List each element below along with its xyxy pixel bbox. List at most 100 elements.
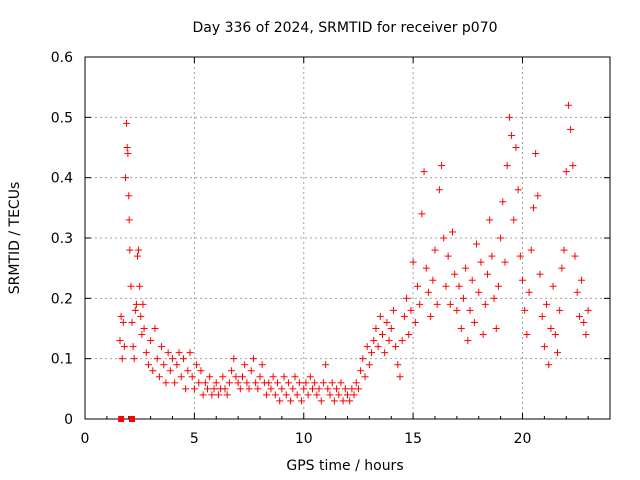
data-point bbox=[131, 306, 139, 314]
data-point bbox=[422, 264, 430, 272]
data-point bbox=[545, 361, 553, 369]
data-point bbox=[481, 300, 489, 308]
axis-ticks: 0 5 10 15 20 0 0.1 0.2 0.3 0.4 0.5 0.6 bbox=[51, 50, 610, 447]
data-point bbox=[433, 300, 441, 308]
data-point bbox=[409, 258, 417, 266]
data-point bbox=[306, 373, 314, 381]
data-point bbox=[477, 258, 485, 266]
data-point bbox=[411, 318, 419, 326]
data-point bbox=[429, 276, 437, 284]
data-point bbox=[344, 391, 351, 399]
data-point bbox=[519, 276, 526, 284]
data-point bbox=[374, 343, 382, 351]
data-point bbox=[512, 144, 520, 151]
data-point bbox=[547, 325, 555, 332]
data-point bbox=[147, 337, 155, 345]
data-point bbox=[510, 216, 518, 224]
data-point bbox=[258, 361, 266, 369]
data-point bbox=[291, 373, 299, 381]
data-point bbox=[274, 379, 281, 387]
data-point bbox=[219, 373, 227, 381]
data-point bbox=[389, 306, 397, 314]
data-point bbox=[271, 391, 279, 399]
data-point bbox=[350, 391, 358, 399]
data-point bbox=[252, 379, 260, 387]
data-point bbox=[543, 300, 551, 308]
data-point bbox=[451, 270, 459, 278]
zero-marker bbox=[129, 416, 136, 422]
data-point bbox=[118, 355, 126, 363]
data-point bbox=[137, 312, 145, 320]
data-point bbox=[372, 325, 380, 332]
data-point bbox=[139, 300, 147, 308]
x-tick-label: 5 bbox=[190, 431, 199, 447]
data-point bbox=[132, 300, 140, 308]
data-point bbox=[462, 264, 470, 272]
data-point bbox=[300, 385, 308, 393]
data-point bbox=[153, 355, 161, 363]
data-point bbox=[575, 312, 583, 320]
data-point bbox=[475, 288, 483, 296]
data-point bbox=[365, 361, 373, 369]
data-point bbox=[134, 252, 141, 260]
data-point bbox=[239, 373, 246, 381]
data-point bbox=[551, 331, 559, 339]
data-point bbox=[199, 391, 207, 399]
data-point bbox=[179, 355, 187, 363]
data-point bbox=[455, 282, 463, 290]
data-point bbox=[241, 361, 249, 369]
data-point bbox=[357, 367, 365, 375]
data-point bbox=[149, 367, 157, 375]
data-point bbox=[503, 162, 511, 170]
data-point bbox=[470, 318, 478, 326]
data-point bbox=[457, 325, 465, 332]
data-point bbox=[208, 391, 216, 399]
data-point bbox=[333, 385, 341, 393]
data-point bbox=[490, 294, 498, 302]
grid bbox=[85, 57, 610, 419]
data-point bbox=[256, 373, 264, 381]
data-point bbox=[221, 385, 229, 393]
data-point bbox=[554, 349, 561, 357]
data-point bbox=[121, 174, 129, 182]
data-point bbox=[212, 379, 220, 387]
data-point bbox=[298, 397, 306, 405]
data-point bbox=[254, 385, 262, 393]
data-point bbox=[230, 355, 238, 363]
data-point bbox=[151, 325, 159, 332]
zero-marker bbox=[118, 416, 125, 422]
data-point bbox=[582, 331, 590, 339]
data-point bbox=[494, 282, 502, 290]
data-point bbox=[175, 349, 183, 357]
y-tick-label: 0.3 bbox=[51, 231, 73, 247]
data-point bbox=[464, 337, 472, 345]
data-point bbox=[326, 391, 334, 399]
data-point bbox=[427, 312, 435, 320]
data-point bbox=[162, 379, 170, 387]
data-point bbox=[584, 306, 592, 314]
y-tick-label: 0 bbox=[64, 412, 73, 428]
data-point bbox=[505, 113, 513, 121]
data-point bbox=[269, 373, 277, 381]
data-point bbox=[201, 379, 209, 387]
data-point bbox=[560, 246, 568, 254]
data-point bbox=[400, 312, 408, 320]
data-point bbox=[521, 306, 529, 314]
data-point bbox=[328, 379, 336, 387]
data-point bbox=[117, 312, 125, 320]
data-point bbox=[210, 385, 218, 393]
data-point bbox=[129, 416, 136, 422]
data-point bbox=[359, 355, 367, 363]
data-point bbox=[567, 125, 575, 133]
data-point bbox=[416, 300, 424, 308]
data-point bbox=[313, 391, 321, 399]
data-point bbox=[135, 246, 143, 254]
data-point bbox=[442, 282, 450, 290]
data-point bbox=[473, 240, 481, 248]
y-tick-label: 0.1 bbox=[51, 352, 73, 368]
data-point bbox=[418, 210, 426, 218]
data-point bbox=[379, 331, 386, 339]
data-point bbox=[484, 270, 491, 278]
